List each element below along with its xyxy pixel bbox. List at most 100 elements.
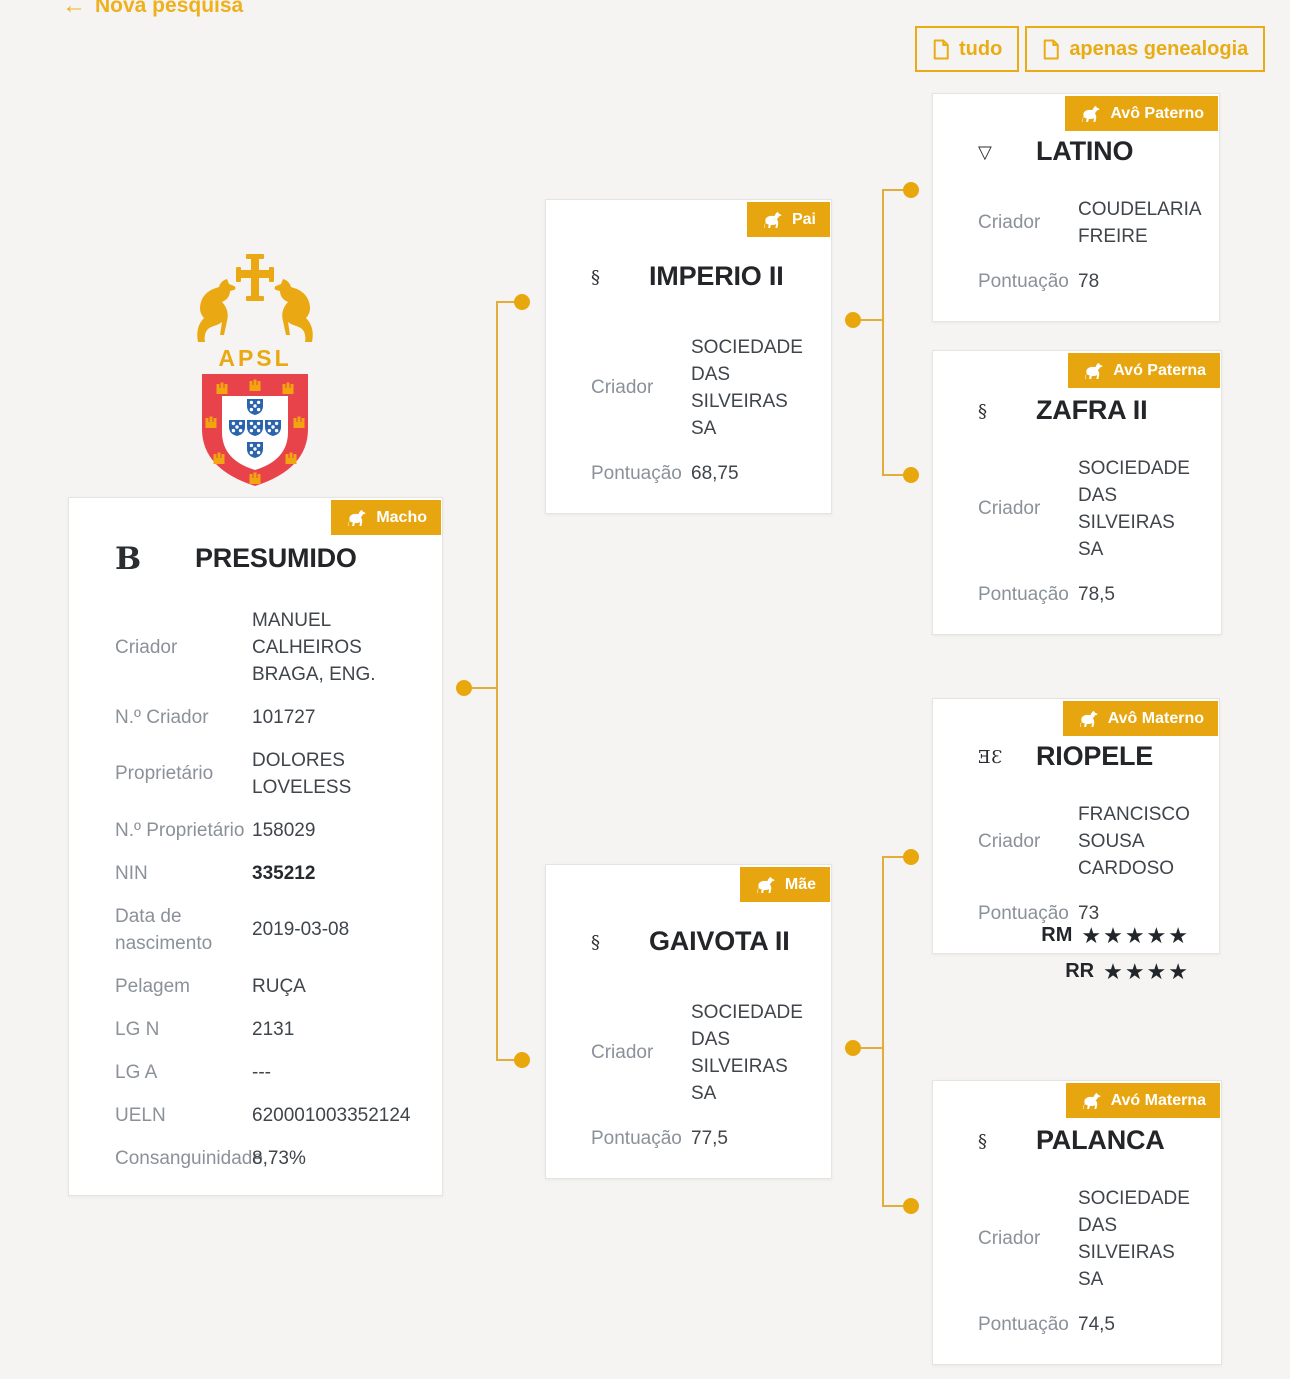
apsl-text: APSL — [218, 345, 291, 371]
field-label: Criador — [591, 377, 654, 399]
field-row: UELN 620001003352124 — [115, 1095, 418, 1138]
brand-mark-icon: § — [591, 266, 600, 288]
field-row: Pontuação 73 — [978, 892, 1199, 937]
sire-card[interactable]: Pai § IMPERIO II Criador SOCIEDADE DAS SI… — [545, 199, 832, 514]
maternal-granddam-card[interactable]: Avó Materna § PALANCA Criador SOCIEDADE D… — [932, 1080, 1222, 1365]
field-row: Pelagem RUÇA — [115, 966, 418, 1009]
horse-name: PALANCA — [1036, 1125, 1165, 1156]
horse-icon — [1082, 105, 1100, 122]
field-row: NIN 335212 — [115, 853, 418, 896]
field-label: Proprietário — [115, 763, 214, 785]
field-value: RUÇA — [252, 975, 306, 997]
back-arrow-icon: ← — [62, 0, 86, 19]
field-label: Criador — [978, 1228, 1041, 1250]
new-search-label: Nova pesquisa — [95, 0, 244, 17]
horse-name: LATINO — [1036, 136, 1134, 167]
horse-name: ZAFRA II — [1036, 395, 1148, 426]
field-label: NIN — [115, 862, 148, 884]
field-value: 335212 — [252, 862, 316, 884]
relation-badge-label: Mãe — [784, 875, 816, 893]
field-row: Criador MANUEL CALHEIROS BRAGA, ENG. — [115, 600, 418, 697]
brand-mark-icon: § — [978, 1130, 987, 1152]
field-label: Pontuação — [978, 583, 1069, 605]
name-row: § GAIVOTA II — [591, 907, 811, 977]
rating-row-rr: RR ★★★★ — [1065, 960, 1190, 983]
field-value: 73 — [1078, 902, 1100, 924]
paternal-grandsire-card[interactable]: Avô Paterno ▽ LATINO Criador COUDELARIA F… — [932, 93, 1220, 322]
horse-name: IMPERIO II — [649, 261, 784, 292]
field-label: Pontuação — [978, 270, 1069, 292]
rating-label: RR — [1065, 960, 1095, 982]
apsl-crest-icon: APSL — [197, 254, 313, 486]
field-label: Consanguinidade — [115, 1147, 263, 1169]
brand-mark-icon: ▽ — [978, 141, 992, 163]
field-label: Pontuação — [978, 1313, 1069, 1335]
rating-row-rm: RM ★★★★★ — [1041, 924, 1190, 947]
field-value: SOCIEDADE DAS SILVEIRAS SA — [1078, 1188, 1190, 1290]
field-row: LG A --- — [115, 1052, 418, 1095]
horse-name: PRESUMIDO — [195, 543, 357, 574]
field-label: Criador — [115, 636, 178, 658]
field-row: Criador COUDELARIA FREIRE — [978, 188, 1201, 260]
star-rating-icon: ★★★★★ — [1081, 922, 1190, 948]
field-label: LG A — [115, 1061, 158, 1083]
sex-badge: Macho — [331, 500, 441, 535]
blood-ratings: RM ★★★★★ RR ★★★★ — [932, 924, 1206, 983]
field-value: DOLORES LOVELESS — [252, 749, 352, 798]
relation-badge-label: Avó Paterna — [1113, 361, 1206, 379]
horse-icon — [756, 876, 775, 893]
maternal-grandsire-card[interactable]: Avô Materno ƎƐ RIOPELE Criador FRANCISCO … — [932, 698, 1220, 954]
export-pdf-genealogy-button[interactable]: apenas genealogia — [1025, 26, 1266, 72]
horse-icon — [1085, 362, 1103, 379]
name-row: ƎƐ RIOPELE — [978, 733, 1199, 781]
subject-horse-card[interactable]: Macho B PRESUMIDO Criador MANUEL CALHEIRO… — [68, 497, 443, 1196]
field-row: N.º Criador 101727 — [115, 697, 418, 740]
field-value: --- — [252, 1061, 271, 1083]
new-search-link[interactable]: ← Nova pesquisa — [62, 0, 243, 18]
field-value: COUDELARIA FREIRE — [1078, 199, 1201, 247]
export-all-label: tudo — [959, 37, 1003, 60]
field-row: Pontuação 78,5 — [978, 573, 1201, 618]
field-row: Pontuação 68,75 — [591, 452, 811, 497]
field-row: LG N 2131 — [115, 1009, 418, 1052]
field-row: Consanguinidade 8,73% — [115, 1138, 418, 1181]
field-row: Criador SOCIEDADE DAS SILVEIRAS SA — [591, 991, 811, 1117]
export-pdf-all-button[interactable]: tudo — [915, 26, 1020, 72]
field-value: 2019-03-08 — [252, 919, 350, 941]
horse-icon — [348, 509, 366, 526]
field-value: SOCIEDADE DAS SILVEIRAS SA — [691, 1002, 803, 1104]
star-rating-icon: ★★★★ — [1103, 958, 1190, 984]
field-value: 78,5 — [1078, 583, 1115, 605]
field-label: Pontuação — [978, 902, 1069, 924]
rating-label: RM — [1041, 924, 1073, 946]
paternal-granddam-card[interactable]: Avó Paterna § ZAFRA II Criador SOCIEDADE … — [932, 350, 1222, 635]
field-value: SOCIEDADE DAS SILVEIRAS SA — [1078, 458, 1190, 560]
name-row: B PRESUMIDO — [115, 528, 418, 590]
brand-mark-icon: B — [115, 541, 142, 577]
relation-badge-label: Pai — [791, 210, 816, 228]
relation-badge: Avó Materna — [1065, 1083, 1220, 1118]
field-label: LG N — [115, 1018, 160, 1040]
field-row: Criador SOCIEDADE DAS SILVEIRAS SA — [978, 447, 1201, 573]
field-row: Data de nascimento 2019-03-08 — [115, 896, 418, 966]
field-value: 77,5 — [691, 1127, 728, 1149]
dam-card[interactable]: Mãe § GAIVOTA II Criador SOCIEDADE DAS SI… — [545, 864, 832, 1179]
relation-badge-label: Avô Paterno — [1110, 104, 1204, 122]
field-value: 101727 — [252, 706, 316, 728]
export-toolbar: tudo apenas genealogia — [915, 26, 1266, 72]
field-value: 620001003352124 — [252, 1104, 411, 1126]
field-label: Pontuação — [591, 1127, 682, 1149]
field-value: 2131 — [252, 1018, 295, 1040]
field-label: Criador — [978, 212, 1041, 234]
relation-badge: Mãe — [739, 867, 830, 902]
field-value: FRANCISCO SOUSA CARDOSO — [1078, 804, 1190, 879]
field-row: Criador FRANCISCO SOUSA CARDOSO — [978, 793, 1199, 892]
field-value: 74,5 — [1078, 1313, 1115, 1335]
field-value: 8,73% — [252, 1147, 306, 1169]
field-value: 68,75 — [691, 462, 739, 484]
field-row: N.º Proprietário 158029 — [115, 810, 418, 853]
horse-name: GAIVOTA II — [649, 926, 790, 957]
name-row: ▽ LATINO — [978, 128, 1199, 176]
brand-mark-icon: § — [591, 931, 600, 953]
